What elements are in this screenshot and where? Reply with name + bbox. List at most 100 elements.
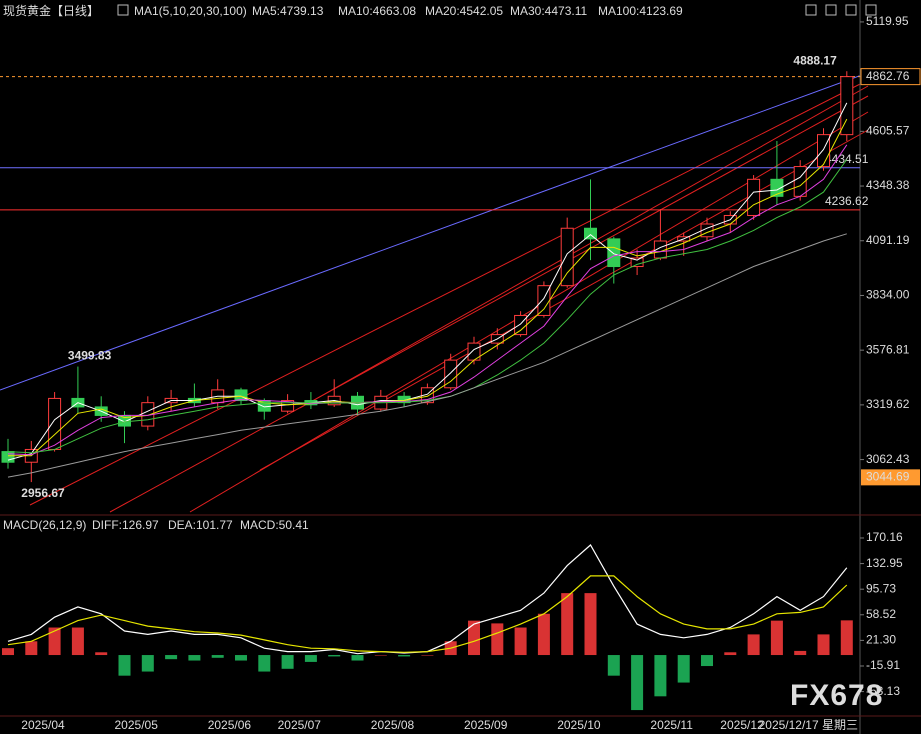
candle-body — [1, 451, 15, 463]
x-tick-label: 2025/11 — [650, 718, 693, 732]
y-tick-label: 3062.43 — [866, 452, 910, 466]
y-tick-label: 4091.19 — [866, 233, 910, 247]
macd-bar — [514, 627, 527, 656]
candle-body — [817, 134, 830, 168]
trendline — [0, 71, 871, 391]
x-tick-label: 2025/12 — [720, 718, 764, 732]
trendline — [189, 111, 869, 513]
ma-line — [7, 144, 848, 456]
macd-bar — [654, 655, 667, 697]
trendline — [29, 79, 869, 506]
macd-bar — [468, 620, 480, 656]
y-tick-label: 4605.57 — [866, 124, 910, 138]
legend-entry: MA10:4663.08 — [338, 4, 416, 18]
candle-body — [770, 178, 784, 197]
marker-label: 3044.69 — [866, 470, 910, 484]
x-tick-label: 2025/07 — [278, 718, 322, 732]
macd-bar — [770, 620, 783, 656]
trendline — [299, 85, 869, 409]
x-tick-label: 2025/10 — [557, 718, 601, 732]
icon-button[interactable] — [865, 4, 877, 16]
line-label: 4434.51 — [825, 152, 869, 166]
icon-button[interactable] — [117, 4, 129, 16]
toolbar-icons[interactable] — [117, 4, 877, 16]
macd-bar — [701, 655, 713, 667]
macd-bar — [281, 655, 294, 669]
macd-bar — [235, 655, 247, 661]
ma-line — [7, 102, 848, 461]
macd-bar — [118, 655, 131, 676]
ma-line — [7, 233, 847, 478]
x-tick-label: 2025/12/17 星期三 — [759, 718, 858, 732]
candle-body — [514, 314, 528, 336]
macd-bar — [141, 655, 154, 672]
x-tick-label: 2025/04 — [21, 718, 65, 732]
macd-bar — [421, 655, 434, 656]
legend-entry: MA100:4123.69 — [598, 4, 683, 18]
macd-bar — [631, 655, 644, 711]
legend-entry: DEA:101.77 — [168, 518, 233, 532]
y-tick-label: 21.30 — [866, 633, 896, 647]
macd-line — [7, 544, 848, 655]
icon-button[interactable] — [825, 4, 837, 16]
line-label: 4236.62 — [825, 194, 869, 208]
macd-line — [7, 575, 848, 653]
macd-bar — [491, 623, 504, 656]
legend-entry: MA20:4542.05 — [425, 4, 503, 18]
y-tick-label: 58.52 — [866, 607, 896, 621]
legend-entry: MA5:4739.13 — [252, 4, 324, 18]
icon-button[interactable] — [845, 4, 857, 16]
marker-box — [861, 469, 920, 486]
price-label: 4888.17 — [793, 53, 837, 67]
macd-bar — [2, 648, 14, 656]
trendline — [109, 95, 869, 513]
legend-entry: DIFF:126.97 — [92, 518, 159, 532]
macd-bar — [817, 634, 830, 656]
watermark: FX678 — [790, 679, 883, 712]
y-tick-label: -53.13 — [866, 684, 900, 698]
y-tick-label: 5119.95 — [866, 14, 909, 28]
x-tick-label: 2025/08 — [371, 718, 415, 732]
macd-bar — [165, 655, 178, 660]
macd-bar — [328, 655, 341, 657]
macd-bar — [351, 655, 364, 661]
y-tick-label: 3576.81 — [866, 342, 910, 356]
candle-body — [840, 76, 854, 136]
price-box — [860, 68, 921, 86]
y-tick-label: -15.91 — [866, 658, 900, 672]
macd-bar — [584, 593, 597, 656]
macd-bar — [258, 655, 271, 672]
icon-button[interactable] — [805, 4, 817, 16]
y-tick-label: 4348.38 — [866, 178, 910, 192]
candle-body — [560, 227, 574, 287]
macd-bar — [374, 655, 387, 656]
macd-bar — [607, 655, 620, 676]
candle-body — [747, 178, 761, 216]
candle-body — [48, 397, 62, 450]
macd-bar — [95, 652, 108, 656]
macd-bar — [747, 634, 760, 656]
y-tick-label: 170.16 — [866, 530, 903, 544]
chart-title: MACD(26,12,9) — [3, 518, 86, 532]
y-tick-label: 3319.62 — [866, 397, 910, 411]
x-tick-label: 2025/09 — [464, 718, 508, 732]
macd-bar — [677, 655, 690, 683]
macd-bar — [840, 620, 853, 656]
candle-body — [281, 400, 295, 412]
drawn-trendlines — [0, 71, 871, 513]
macd-bar — [794, 650, 807, 656]
candle-body — [584, 227, 597, 240]
price-label: 2956.67 — [21, 486, 65, 500]
candle-body — [234, 389, 248, 402]
macd-bar — [25, 641, 38, 656]
candle-body — [257, 400, 271, 412]
macd-bar — [211, 655, 224, 658]
price-label: 3499.83 — [68, 349, 112, 363]
macd-bar — [561, 593, 574, 656]
ma-line — [7, 159, 848, 454]
x-tick-label: 2025/06 — [208, 718, 252, 732]
candle-body — [444, 359, 458, 389]
indicator-name: MA1(5,10,20,30,100) — [134, 4, 247, 18]
macd-bar — [304, 655, 317, 662]
x-tick-label: 2025/05 — [115, 718, 159, 732]
